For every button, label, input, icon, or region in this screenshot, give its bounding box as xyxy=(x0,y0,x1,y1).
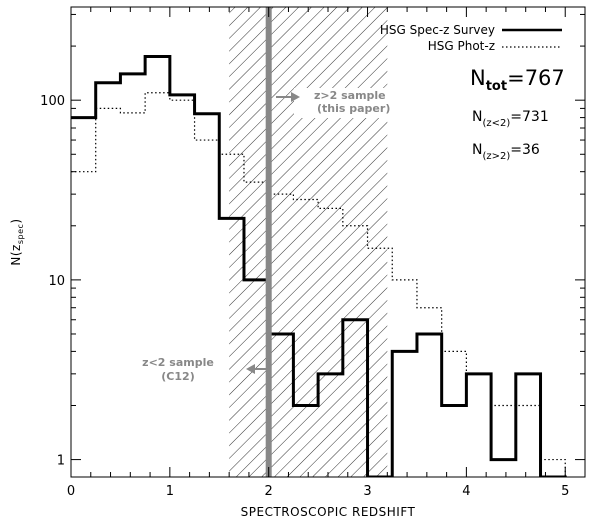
high-z-arrow-head xyxy=(291,92,300,102)
x-tick-label: 4 xyxy=(462,484,470,499)
y-tick-label: 1 xyxy=(57,454,65,469)
x-tick-label: 1 xyxy=(166,484,174,499)
x-tick-label: 2 xyxy=(265,484,273,499)
stat-total: Ntot=767 xyxy=(470,66,565,94)
sample-statistics: Ntot=767 N(z<2)=731 N(z>2)=36 xyxy=(470,66,565,162)
y-tick-label: 100 xyxy=(40,94,65,109)
spec-z-histogram-line xyxy=(71,55,567,477)
low-z-arrow-head xyxy=(246,364,255,374)
high-z-label-line2: (this paper) xyxy=(317,102,390,115)
x-axis-title: SPECTROSCOPIC REDSHIFT xyxy=(241,505,416,519)
legend: HSG Spec-z Survey HSG Phot-z xyxy=(380,23,562,53)
y-tick-labels: 1 10 100 xyxy=(40,94,65,468)
low-z-label-line1: z<2 sample xyxy=(142,356,214,369)
stat-high-z: N(z>2)=36 xyxy=(472,142,540,162)
spec-z-histogram xyxy=(71,55,567,477)
y-axis-title: N(zspec) xyxy=(9,218,25,265)
x-tick-label: 3 xyxy=(363,484,371,499)
sample-annotations: z>2 sample (this paper) z<2 sample (C12) xyxy=(142,88,404,383)
low-z-label-line2: (C12) xyxy=(161,370,194,383)
x-tick-label: 5 xyxy=(561,484,569,499)
stat-low-z: N(z<2)=731 xyxy=(472,109,549,129)
axis-ticks xyxy=(70,7,585,477)
y-tick-label: 10 xyxy=(48,274,65,289)
shaded-redshift-region xyxy=(229,7,388,477)
legend-label-spec: HSG Spec-z Survey xyxy=(380,23,495,37)
legend-label-phot: HSG Phot-z xyxy=(428,39,495,53)
x-tick-labels: 0 1 2 3 4 5 xyxy=(67,484,570,499)
x-tick-label: 0 xyxy=(67,484,75,499)
high-z-label-line1: z>2 sample xyxy=(314,89,386,102)
